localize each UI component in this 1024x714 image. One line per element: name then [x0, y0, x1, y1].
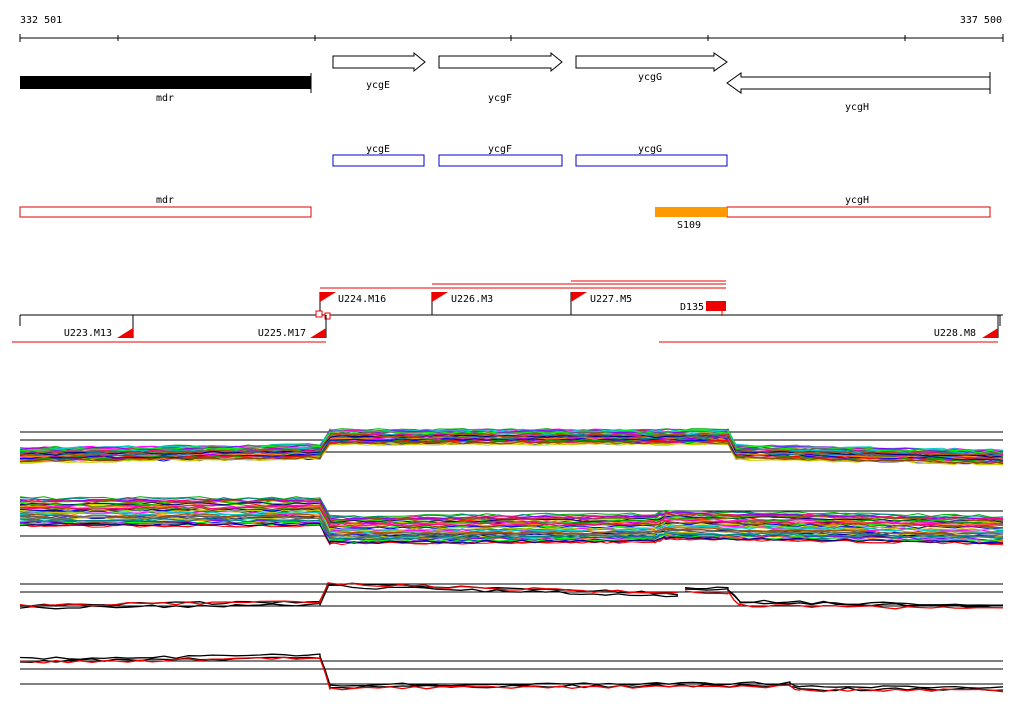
tu-U224-M16[interactable]: U224.M16	[315, 292, 386, 320]
tu-U227-M5-label: U227.M5	[590, 294, 632, 305]
expression-profile	[684, 590, 1004, 610]
expression-lines-2	[19, 496, 1004, 546]
cds-ycgG[interactable]: ycgG	[575, 144, 728, 167]
tu-U226-M3-label: U226.M3	[451, 294, 493, 305]
gene-ycgG-arrow[interactable]	[575, 52, 728, 72]
expression-profile	[19, 503, 1004, 525]
gene-ycgF-label: ycgF	[488, 93, 512, 104]
expression-profile	[19, 440, 1004, 464]
expression-lines-4	[19, 653, 1004, 693]
expression-track-3	[19, 582, 1004, 610]
expression-profile	[684, 586, 1004, 606]
gene-ycgH[interactable]: ycgH	[726, 72, 991, 113]
cds-track: ycgE ycgF ycgG	[332, 144, 728, 167]
expression-profile	[19, 515, 1004, 537]
expression-profile	[19, 430, 1004, 454]
expression-profile	[19, 501, 1004, 523]
gene-ycgE-label: ycgE	[366, 80, 390, 91]
gene-ycgE-arrow[interactable]	[332, 51, 426, 73]
transcript-mdr-label: mdr	[156, 195, 174, 206]
tu-U226-M3[interactable]: U226.M3	[431, 292, 493, 315]
expression-profile	[19, 511, 1004, 534]
expression-profile	[19, 438, 1004, 463]
expression-profile	[19, 518, 1004, 540]
gene-ycgG[interactable]: ycgG	[575, 52, 728, 83]
ruler-end-label: 337 500	[960, 15, 1002, 26]
expression-profile	[19, 505, 1004, 528]
expression-profile	[20, 441, 1004, 466]
transcript-ycgH-box[interactable]	[726, 206, 991, 218]
cds-ycgF[interactable]: ycgF	[438, 144, 563, 167]
cds-ycgE[interactable]: ycgE	[332, 144, 425, 167]
expression-profile	[19, 433, 1004, 457]
expression-profile	[19, 655, 1004, 692]
cds-ycgE-label: ycgE	[366, 144, 390, 155]
gene-track: mdr ycgE ycgF ycgG ycgH	[20, 51, 991, 113]
operon-S109-label: S109	[677, 220, 701, 231]
gene-ycgF-arrow[interactable]	[438, 51, 563, 73]
coordinate-ruler: 332 501 337 500	[19, 15, 1004, 42]
gene-ycgE[interactable]: ycgE	[332, 51, 426, 91]
transcript-ycgH[interactable]: ycgH	[726, 195, 991, 218]
expression-profile	[19, 523, 1004, 545]
transcript-mdr[interactable]: mdr	[19, 195, 312, 218]
expression-track-1	[19, 428, 1004, 466]
tu-U224-M16-label: U224.M16	[338, 294, 386, 305]
expression-profile	[19, 509, 1004, 532]
expression-profile	[19, 513, 1004, 535]
tu-U225-M17[interactable]: U225.M17	[258, 315, 327, 339]
expression-profile	[20, 437, 1004, 461]
operon-S109[interactable]: S109	[655, 207, 727, 231]
gene-ycgG-label: ycgG	[638, 72, 662, 83]
expression-profile	[19, 656, 1004, 693]
tu-U228-M8[interactable]: U228.M8	[934, 315, 999, 339]
gene-mdr[interactable]: mdr	[20, 73, 312, 104]
transcript-ycgH-label: ycgH	[845, 195, 869, 206]
expression-lines-3	[19, 582, 1004, 610]
cds-ycgE-box[interactable]	[332, 154, 425, 167]
expression-profile	[19, 521, 1004, 543]
transcript-track: mdr ycgH S109	[19, 195, 991, 231]
tu-U223-M13-label: U223.M13	[64, 328, 112, 339]
tu-D135[interactable]: D135	[680, 301, 726, 316]
gene-mdr-label: mdr	[156, 93, 174, 104]
expression-track-2	[19, 496, 1004, 546]
tu-U227-M5[interactable]: U227.M5	[570, 292, 632, 315]
tu-U223-M13[interactable]: U223.M13	[64, 315, 134, 339]
gene-ycgH-arrow[interactable]	[726, 72, 991, 94]
gene-mdr-bar[interactable]	[20, 76, 311, 89]
tu-U228-M8-label: U228.M8	[934, 328, 976, 339]
cds-ycgF-box[interactable]	[438, 154, 563, 167]
cds-ycgG-box[interactable]	[575, 154, 728, 167]
operon-S109-bar[interactable]	[655, 207, 727, 217]
transcript-mdr-box[interactable]	[19, 206, 312, 218]
tu-U225-M17-label: U225.M17	[258, 328, 306, 339]
tu-D135-label: D135	[680, 302, 704, 313]
cds-ycgF-label: ycgF	[488, 144, 512, 155]
ruler-ticks	[19, 34, 1004, 42]
gene-ycgF[interactable]: ycgF	[438, 51, 563, 104]
expression-profile	[19, 429, 1004, 453]
expression-lines-1	[19, 428, 1004, 466]
cds-ycgG-label: ycgG	[638, 144, 662, 155]
gene-ycgH-label: ycgH	[845, 102, 869, 113]
expression-profile	[19, 653, 1004, 689]
expression-track-4	[19, 653, 1004, 693]
expression-profile	[19, 499, 1004, 522]
ruler-start-label: 332 501	[20, 15, 62, 26]
tu-track: U224.M16 U226.M3 U227.M5 D135 U223.M13 U…	[12, 280, 1003, 343]
expression-profile	[19, 582, 679, 607]
